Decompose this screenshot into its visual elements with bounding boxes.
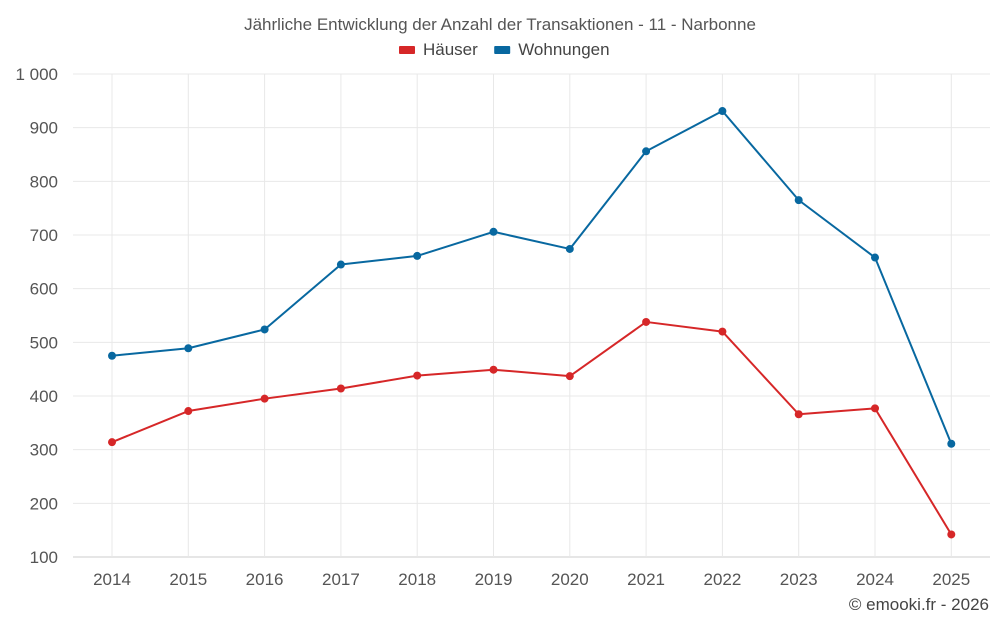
legend-swatch [399,46,415,54]
data-point [642,147,651,156]
y-tick-label: 500 [30,333,58,352]
x-tick-label: 2023 [780,570,818,589]
data-point [871,404,879,413]
x-axis: 2014 2015 2016 2017 2018 2019 2020 2021 2022 2023… [93,570,970,589]
data-point [947,530,956,539]
legend: Häuser Wohnungen [399,40,610,59]
data-point [718,107,727,116]
data-point [947,439,956,448]
x-tick-label: 2024 [856,570,894,589]
y-tick-label: 100 [30,548,58,567]
credit-text: © emooki.fr - 2026 [849,595,989,614]
data-point [260,325,269,334]
series-line-0 [111,320,953,535]
y-axis: 100 200 300 400 500 600 700 800 900 1 000 [15,65,58,567]
data-point [871,253,879,262]
y-tick-label: 200 [30,494,58,513]
x-tick-label: 2019 [475,570,513,589]
data-point [794,196,803,205]
x-tick-label: 2021 [627,570,665,589]
x-tick-label: 2022 [703,570,741,589]
data-point [642,317,651,326]
data-point [718,327,727,336]
data-point [108,438,116,447]
y-tick-label: 1 000 [15,65,58,84]
legend-label[interactable]: Wohnungen [518,40,609,59]
data-point [336,260,345,269]
data-point [184,407,193,416]
data-point [565,372,574,381]
series-group [108,107,956,539]
x-tick-label: 2025 [932,570,970,589]
data-point [489,227,498,236]
x-tick-label: 2020 [551,570,589,589]
grid-lines [73,73,990,558]
y-tick-label: 800 [30,172,58,191]
data-point [565,244,574,253]
x-tick-label: 2016 [246,570,284,589]
x-tick-label: 2018 [398,570,436,589]
data-point [794,410,803,419]
data-point [413,251,422,260]
chart-title: Jährliche Entwicklung der Anzahl der Tra… [244,15,756,34]
y-tick-label: 300 [30,441,58,460]
data-point [184,344,193,353]
data-point [108,351,116,360]
legend-label[interactable]: Häuser [423,40,478,59]
y-tick-label: 600 [30,280,58,299]
series-line-1 [111,110,953,445]
x-tick-label: 2015 [169,570,207,589]
legend-swatch [494,46,511,54]
y-tick-label: 400 [30,387,58,406]
x-tick-label: 2014 [93,570,131,589]
data-point [489,365,498,374]
data-point [336,384,345,393]
y-tick-label: 700 [30,226,58,245]
data-point [413,371,422,380]
x-tick-label: 2017 [322,570,360,589]
y-tick-label: 900 [30,119,58,138]
data-point [260,394,269,403]
